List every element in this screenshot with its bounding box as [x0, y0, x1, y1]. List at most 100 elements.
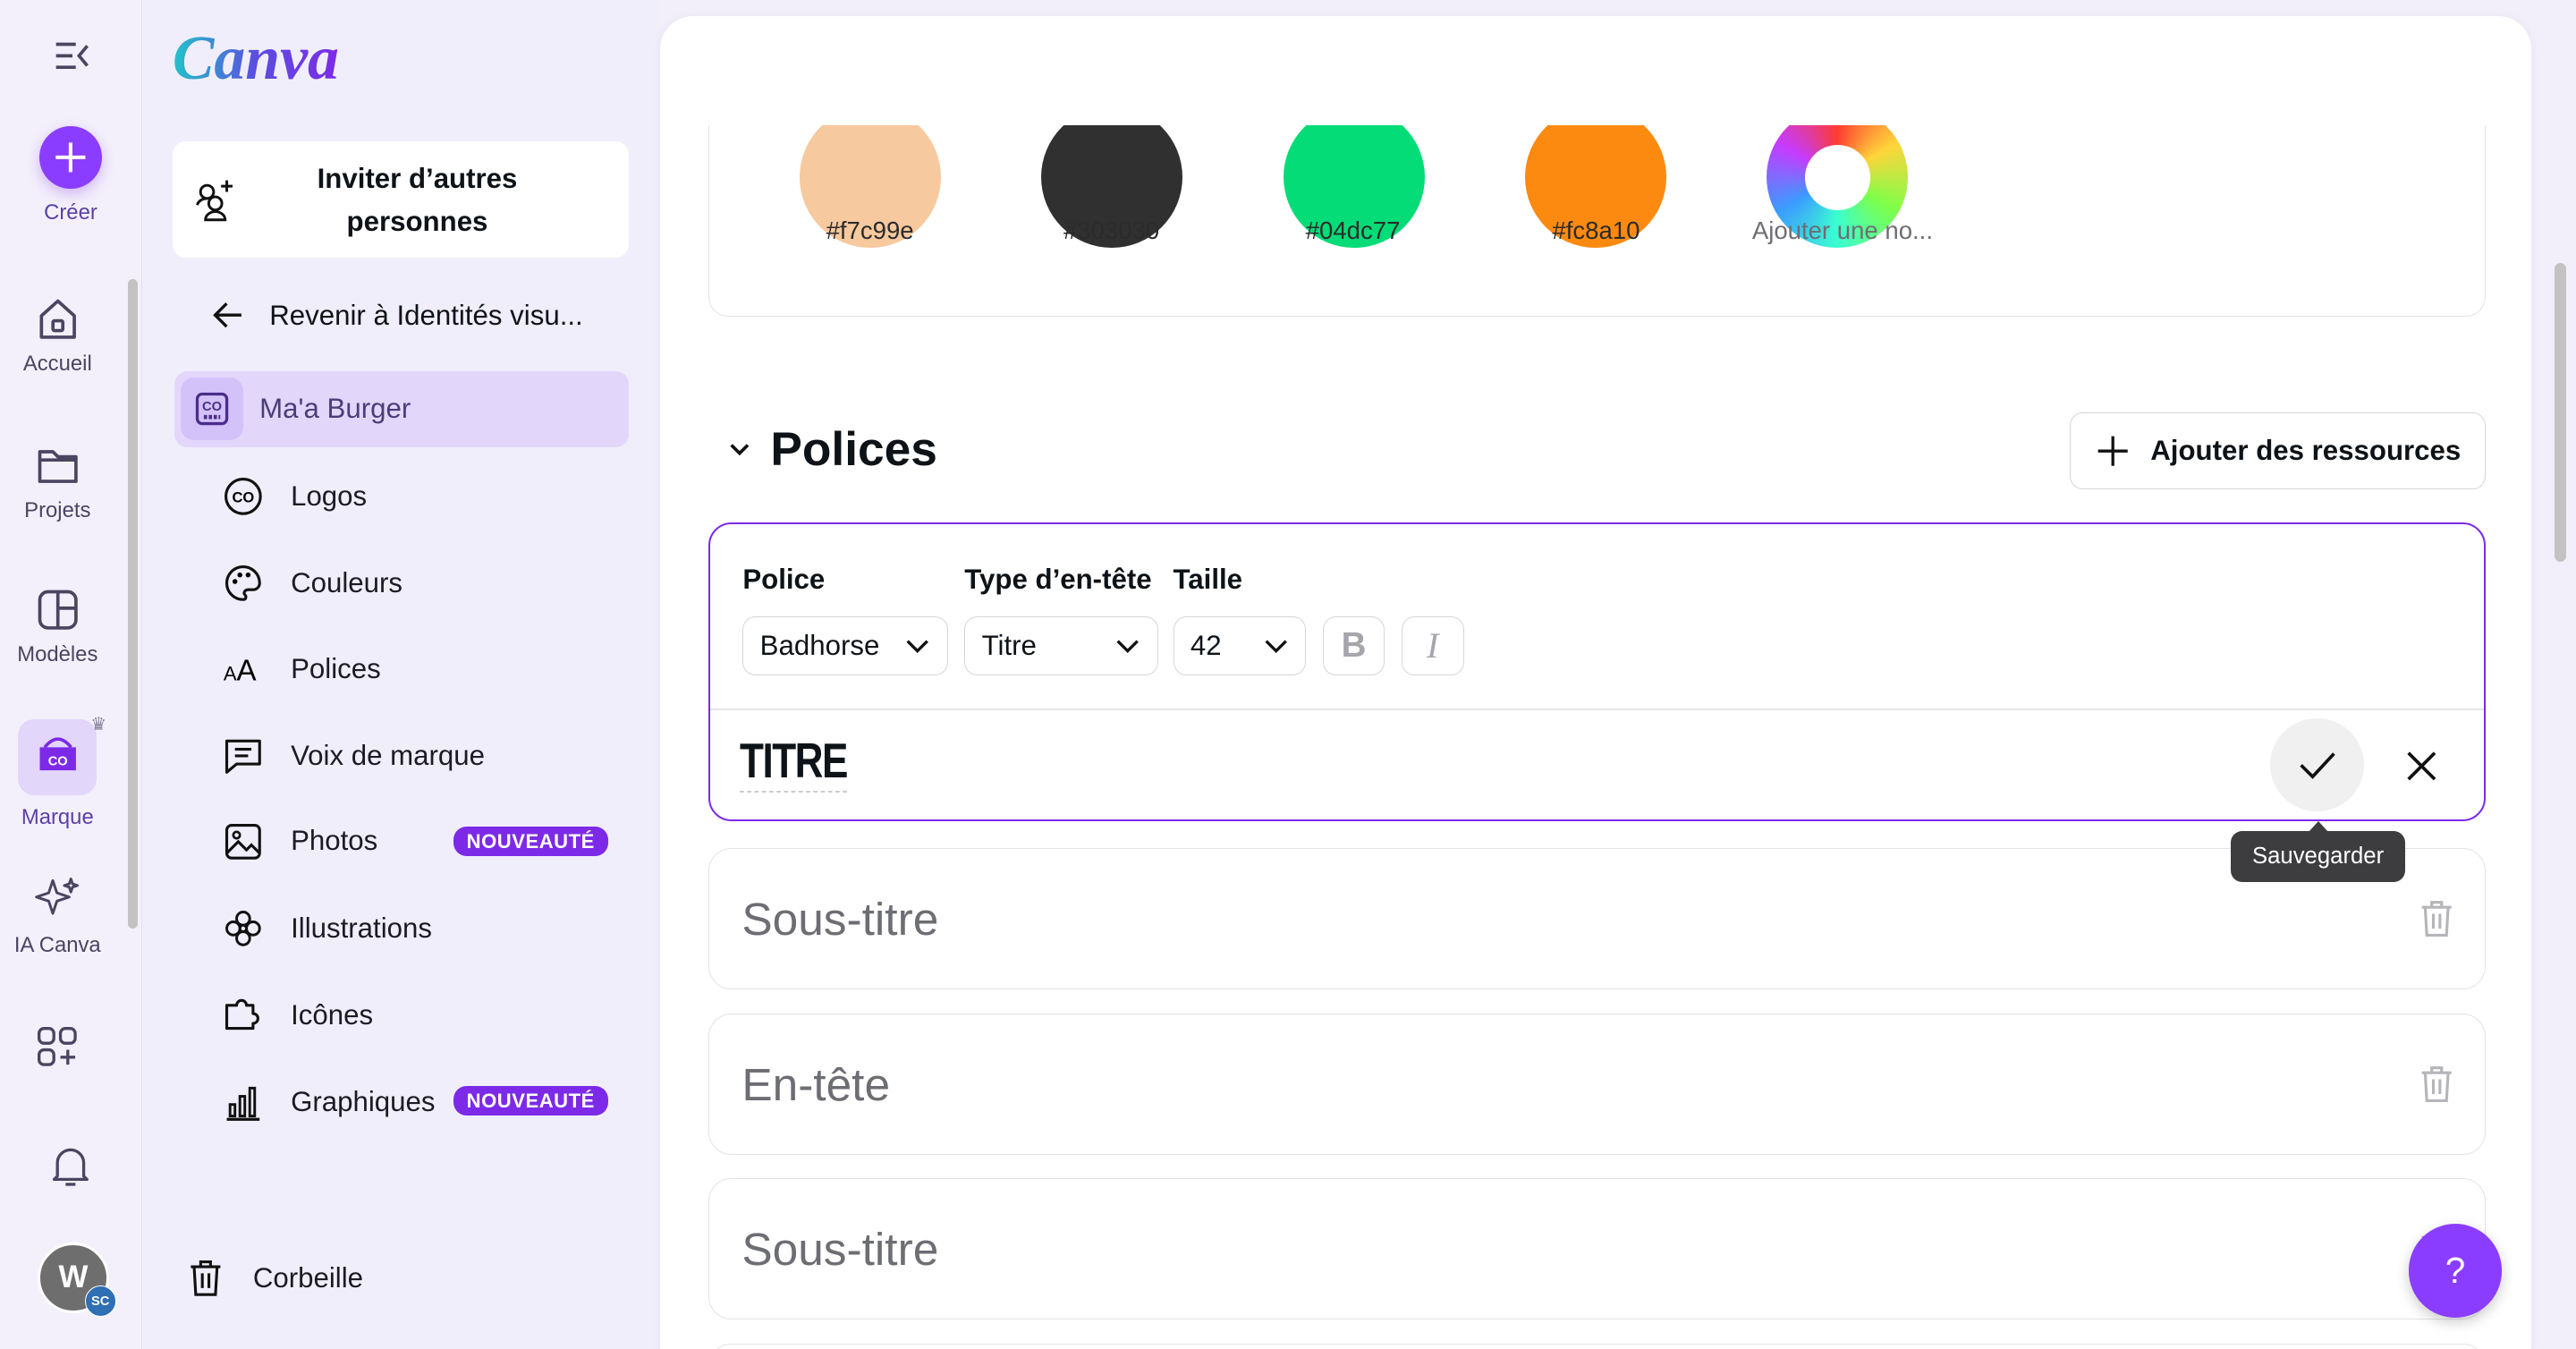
- palette-icon: [225, 565, 261, 601]
- svg-text:CO: CO: [47, 755, 67, 769]
- heading-type-select[interactable]: Titre: [964, 615, 1158, 676]
- size-select[interactable]: 42: [1173, 615, 1307, 676]
- invite-button[interactable]: Inviter d’autres personnes: [172, 140, 630, 259]
- flower-icon: [225, 910, 261, 946]
- rail-label: Marque: [21, 804, 94, 829]
- main-scrollbar[interactable]: [2555, 262, 2566, 563]
- type-value: Titre: [981, 629, 1037, 661]
- apps-icon[interactable]: [36, 1025, 79, 1068]
- font-value: Badhorse: [759, 629, 880, 661]
- nav-photos[interactable]: Photos: [222, 820, 377, 863]
- color-swatch[interactable]: [1284, 124, 1426, 249]
- home-icon: [39, 299, 76, 339]
- help-button[interactable]: ?: [2408, 1224, 2503, 1319]
- rail-item-home[interactable]: Accueil: [0, 296, 123, 377]
- font-preview[interactable]: TITRE: [739, 731, 848, 793]
- create-button[interactable]: [39, 126, 102, 190]
- chevron-down-icon[interactable]: [728, 440, 751, 460]
- rail-label: IA Canva: [13, 933, 101, 958]
- rail-label: Accueil: [22, 352, 92, 377]
- canva-logo[interactable]: Canva: [172, 23, 339, 93]
- rail-item-projects[interactable]: Projets: [0, 442, 123, 522]
- nav-label: Polices: [291, 652, 381, 684]
- brand-kit-icon: CO: [195, 393, 229, 426]
- main-content: #f7c99e #303030 #04dc77 #fc8a10 Ajouter …: [660, 16, 2532, 1349]
- nav-label: Icônes: [291, 999, 374, 1031]
- plus-icon: [55, 142, 86, 173]
- color-swatch[interactable]: [1040, 124, 1182, 249]
- chevron-down-icon: [906, 640, 929, 653]
- type-label: Type d’en-tête: [964, 564, 1152, 596]
- folder-icon: [38, 450, 78, 483]
- nav-label: Voix de marque: [291, 739, 486, 771]
- svg-text:A: A: [236, 654, 256, 687]
- font-editor-card: Police Type d’en-tête Taille Badhorse Ti…: [708, 522, 2486, 822]
- close-icon[interactable]: [2405, 750, 2438, 783]
- nav-label: Illustrations: [291, 912, 432, 944]
- bell-icon[interactable]: [49, 1143, 92, 1189]
- add-color-label[interactable]: Ajouter une no...: [1751, 216, 1933, 245]
- nav-label: Photos: [291, 825, 378, 857]
- arrow-left-icon: [213, 302, 242, 328]
- brand-icon: CO: [39, 737, 76, 771]
- message-icon: [225, 739, 261, 774]
- italic-button[interactable]: I: [1401, 615, 1464, 676]
- team-badge: SC: [84, 1285, 116, 1318]
- svg-text:CO: CO: [232, 488, 254, 505]
- back-label: Revenir à Identités visu...: [269, 299, 583, 331]
- add-color-wheel[interactable]: [1767, 124, 1909, 249]
- font-row-label: Sous-titre: [741, 1222, 939, 1275]
- rail-item-ai[interactable]: IA Canva: [0, 874, 123, 958]
- font-label: Police: [742, 564, 826, 596]
- rail-scrollbar[interactable]: [128, 279, 139, 929]
- colors-card: #f7c99e #303030 #04dc77 #fc8a10 Ajouter …: [708, 124, 2486, 318]
- nav-label: Couleurs: [291, 567, 403, 599]
- trash-icon[interactable]: [2419, 1065, 2454, 1104]
- rail-item-brand[interactable]: CO ♛ Marque: [0, 715, 123, 830]
- color-swatch[interactable]: [1525, 124, 1667, 249]
- size-label: Taille: [1173, 564, 1243, 596]
- font-row[interactable]: En-tête: [708, 1014, 2486, 1156]
- color-hex-label: #fc8a10: [1552, 216, 1640, 245]
- templates-icon: [38, 590, 78, 630]
- check-icon: [2300, 752, 2335, 779]
- nav-label: Graphiques: [291, 1086, 436, 1118]
- nav-trash[interactable]: Corbeille: [184, 1257, 363, 1300]
- save-button[interactable]: [2270, 717, 2365, 812]
- collapse-menu-icon[interactable]: [53, 39, 92, 72]
- font-select[interactable]: Badhorse: [742, 615, 948, 676]
- logo-icon: CO: [224, 477, 262, 515]
- chevron-down-icon: [1265, 640, 1287, 653]
- nav-fonts[interactable]: A A Polices: [222, 648, 381, 691]
- rail-item-templates[interactable]: Modèles: [0, 587, 123, 667]
- brand-kit-item[interactable]: CO Ma'a Burger: [174, 371, 630, 447]
- back-link[interactable]: Revenir à Identités visu...: [210, 297, 583, 333]
- plus-icon: [2097, 436, 2128, 466]
- rail-label: Projets: [24, 497, 91, 522]
- nav-charts[interactable]: Graphiques: [222, 1082, 436, 1124]
- font-row[interactable]: [708, 1344, 2486, 1349]
- font-row[interactable]: Sous-titre: [708, 1177, 2486, 1320]
- new-badge: NOUVEAUTÉ: [453, 1086, 608, 1116]
- nav-icons[interactable]: Icônes: [222, 994, 373, 1037]
- add-resources-button[interactable]: Ajouter des ressources: [2070, 412, 2486, 490]
- trash-icon: [191, 1260, 221, 1296]
- add-resources-label: Ajouter des ressources: [2150, 435, 2462, 467]
- svg-text:CO: CO: [202, 400, 222, 414]
- nav-logos[interactable]: CO Logos: [222, 475, 367, 518]
- bold-button[interactable]: B: [1322, 615, 1385, 676]
- avatar[interactable]: W SC: [38, 1242, 116, 1318]
- nav-brand-voice[interactable]: Voix de marque: [222, 734, 485, 777]
- nav-illustrations[interactable]: Illustrations: [222, 907, 432, 950]
- avatar-initial: W: [58, 1260, 89, 1295]
- tooltip: Sauvegarder: [2231, 831, 2405, 883]
- size-value: 42: [1190, 629, 1222, 661]
- trash-icon[interactable]: [2419, 899, 2454, 938]
- color-hex-label: #04dc77: [1305, 216, 1401, 245]
- nav-colors[interactable]: Couleurs: [222, 562, 402, 605]
- font-row-label: Sous-titre: [741, 892, 939, 945]
- font-row-label: En-tête: [741, 1058, 891, 1111]
- font-row[interactable]: Sous-titre: [708, 847, 2486, 989]
- color-swatch[interactable]: [799, 124, 941, 249]
- create-label: Créer: [44, 200, 97, 225]
